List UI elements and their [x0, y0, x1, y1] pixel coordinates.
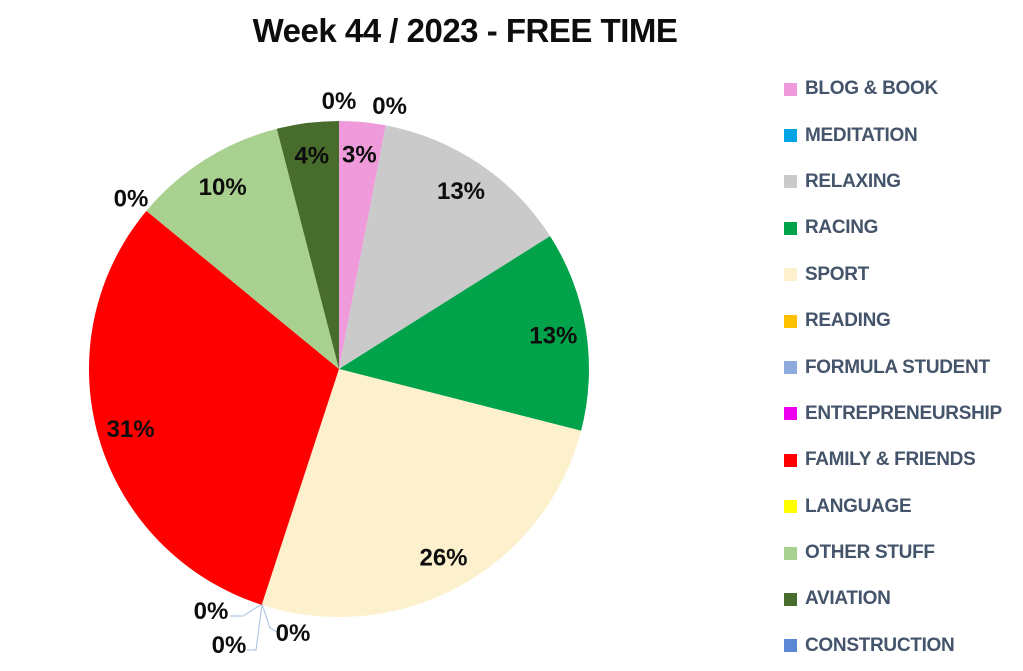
legend-item-construction[interactable]: CONSTRUCTION	[784, 623, 1002, 669]
pie-slice-family-friends[interactable]	[88, 210, 339, 605]
legend-swatch-icon	[784, 407, 797, 421]
legend-label: RACING	[805, 217, 879, 239]
legend-swatch-icon	[784, 314, 797, 328]
legend-item-other-stuff[interactable]: OTHER STUFF	[784, 530, 1002, 576]
pie-slice-other-stuff[interactable]	[146, 128, 339, 369]
legend-label: RELAXING	[805, 170, 901, 192]
leader-line-reading	[230, 603, 263, 617]
data-label-formula-student: 0%	[276, 620, 311, 647]
legend-item-family-friends[interactable]: FAMILY & FRIENDS	[784, 437, 1002, 483]
legend-label: AVIATION	[805, 588, 891, 610]
chart-legend: BLOG & BOOK MEDITATION RELAXING RACING SPORT…	[784, 66, 1002, 669]
legend-item-entrepreneurship[interactable]: ENTREPRENEURSHIP	[784, 391, 1002, 437]
legend-swatch-icon	[784, 592, 797, 606]
data-label-language: 0%	[114, 185, 149, 212]
data-label-racing: 13%	[529, 322, 577, 349]
legend-label: READING	[805, 310, 891, 332]
pie-slice-racing[interactable]	[339, 236, 589, 431]
data-label-entrepreneurship: 0%	[212, 632, 247, 659]
data-label-reading: 0%	[194, 598, 229, 625]
legend-swatch-icon	[784, 129, 797, 143]
data-label-aviation: 4%	[294, 142, 329, 169]
legend-item-relaxing[interactable]: RELAXING	[784, 159, 1002, 205]
legend-item-meditation[interactable]: MEDITATION	[784, 112, 1002, 158]
data-label-sport: 26%	[419, 545, 467, 572]
legend-label: OTHER STUFF	[805, 542, 935, 564]
legend-swatch-icon	[784, 453, 797, 467]
legend-swatch-icon	[784, 221, 797, 235]
legend-label: FORMULA STUDENT	[805, 356, 990, 378]
legend-item-formula-student[interactable]: FORMULA STUDENT	[784, 344, 1002, 390]
data-label-construction: 0%	[322, 88, 357, 115]
legend-swatch-icon	[784, 500, 797, 514]
legend-item-racing[interactable]: RACING	[784, 205, 1002, 251]
leader-line-entrepreneurship	[247, 603, 263, 651]
legend-label: FAMILY & FRIENDS	[805, 449, 976, 471]
legend-swatch-icon	[784, 639, 797, 653]
data-label-relaxing: 13%	[437, 178, 485, 205]
legend-item-sport[interactable]: SPORT	[784, 252, 1002, 298]
legend-label: BLOG & BOOK	[805, 78, 938, 100]
legend-swatch-icon	[784, 268, 797, 282]
leader-line-formula-student	[261, 603, 278, 633]
data-label-blog-book: 3%	[342, 142, 377, 169]
legend-label: SPORT	[805, 263, 869, 285]
pie-slice-relaxing[interactable]	[339, 125, 551, 370]
legend-label: CONSTRUCTION	[805, 634, 955, 656]
legend-label: MEDITATION	[805, 124, 918, 146]
pie-slice-sport[interactable]	[261, 369, 582, 618]
pie-slice-blog-book[interactable]	[339, 121, 386, 369]
data-label-family-friends: 31%	[107, 416, 155, 443]
legend-swatch-icon	[784, 361, 797, 375]
data-label-other-stuff: 10%	[199, 174, 247, 201]
legend-swatch-icon	[784, 82, 797, 96]
chart-title: Week 44 / 2023 - FREE TIME	[252, 12, 678, 49]
legend-item-reading[interactable]: READING	[784, 298, 1002, 344]
legend-label: ENTREPRENEURSHIP	[805, 402, 1002, 424]
legend-swatch-icon	[784, 546, 797, 560]
pie-slice-aviation[interactable]	[276, 121, 339, 369]
data-label-meditation: 0%	[372, 93, 407, 120]
legend-label: LANGUAGE	[805, 495, 912, 517]
legend-item-language[interactable]: LANGUAGE	[784, 484, 1002, 530]
legend-item-aviation[interactable]: AVIATION	[784, 576, 1002, 622]
legend-swatch-icon	[784, 175, 797, 189]
legend-item-blog-book[interactable]: BLOG & BOOK	[784, 66, 1002, 112]
